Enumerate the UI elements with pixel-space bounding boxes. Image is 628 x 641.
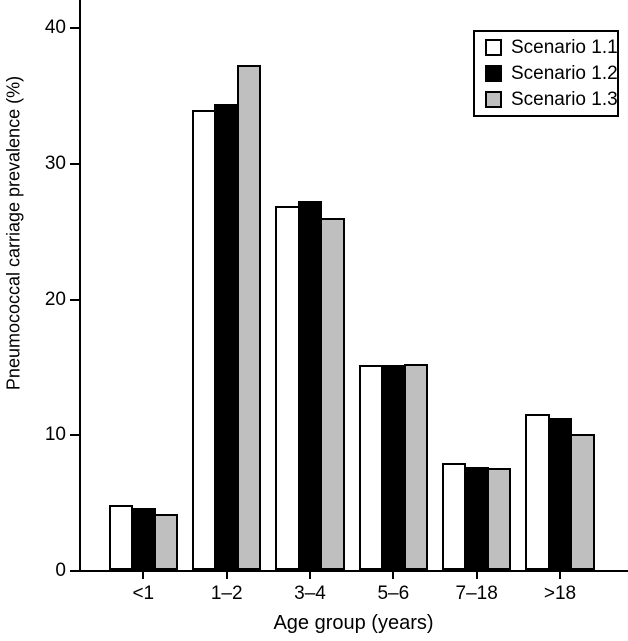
x-tick-mark [225, 572, 228, 579]
bar [403, 364, 429, 570]
x-tick-label: 3–4 [294, 583, 326, 604]
x-tick-mark [559, 572, 561, 579]
bar [191, 110, 217, 570]
bar [486, 468, 512, 570]
x-tick-mark [309, 572, 311, 579]
bar [441, 463, 467, 570]
y-tick-label: 40 [44, 17, 66, 38]
bar [358, 365, 384, 570]
bar [153, 514, 179, 570]
bar [297, 201, 323, 570]
y-tick-label: 30 [44, 152, 66, 174]
bar [214, 104, 239, 570]
x-tick-mark [475, 572, 478, 579]
x-tick-label: 1–2 [210, 583, 243, 604]
bar [320, 218, 345, 570]
legend-item-scenario-1-1: Scenario 1.1 [485, 36, 618, 58]
legend-item-scenario-1-3: Scenario 1.3 [485, 88, 618, 110]
bar [108, 505, 134, 570]
bars-layer [81, 0, 628, 570]
x-axis-title: Age group (years) [273, 612, 434, 634]
x-tick-label: 7–18 [455, 583, 498, 604]
legend-label-scenario-1-2: Scenario 1.2 [511, 62, 618, 84]
y-tick-label: 0 [55, 560, 66, 581]
legend-swatch-scenario-1-2 [485, 65, 502, 82]
plot-area [79, 0, 628, 572]
x-tick-mark [392, 572, 395, 579]
x-tick-label: <1 [132, 583, 155, 604]
y-tick-mark [70, 570, 79, 572]
legend: Scenario 1.1 Scenario 1.2 Scenario 1.3 [473, 30, 619, 117]
y-tick-label: 10 [44, 424, 66, 446]
bar [547, 418, 573, 570]
bar [570, 434, 595, 570]
bar [275, 206, 300, 570]
y-tick-mark [70, 298, 79, 301]
legend-label-scenario-1-3: Scenario 1.3 [511, 88, 618, 110]
bar [131, 508, 156, 570]
legend-swatch-scenario-1-3 [485, 91, 502, 108]
bar [525, 414, 550, 570]
y-axis-title: Pneumococcal carriage prevalence (%) [3, 75, 24, 391]
y-tick-mark [70, 162, 79, 165]
y-tick-mark [70, 27, 79, 29]
x-tick-label: >18 [543, 583, 577, 604]
legend-item-scenario-1-2: Scenario 1.2 [485, 62, 618, 84]
y-tick-mark [70, 434, 79, 437]
legend-label-scenario-1-1: Scenario 1.1 [511, 36, 618, 58]
x-tick-mark [142, 572, 145, 579]
bar [381, 365, 406, 570]
x-tick-label: 5–6 [377, 583, 410, 604]
bar [464, 467, 489, 570]
y-tick-label: 20 [44, 288, 66, 310]
bar [236, 65, 262, 570]
legend-swatch-scenario-1-1 [485, 39, 502, 56]
